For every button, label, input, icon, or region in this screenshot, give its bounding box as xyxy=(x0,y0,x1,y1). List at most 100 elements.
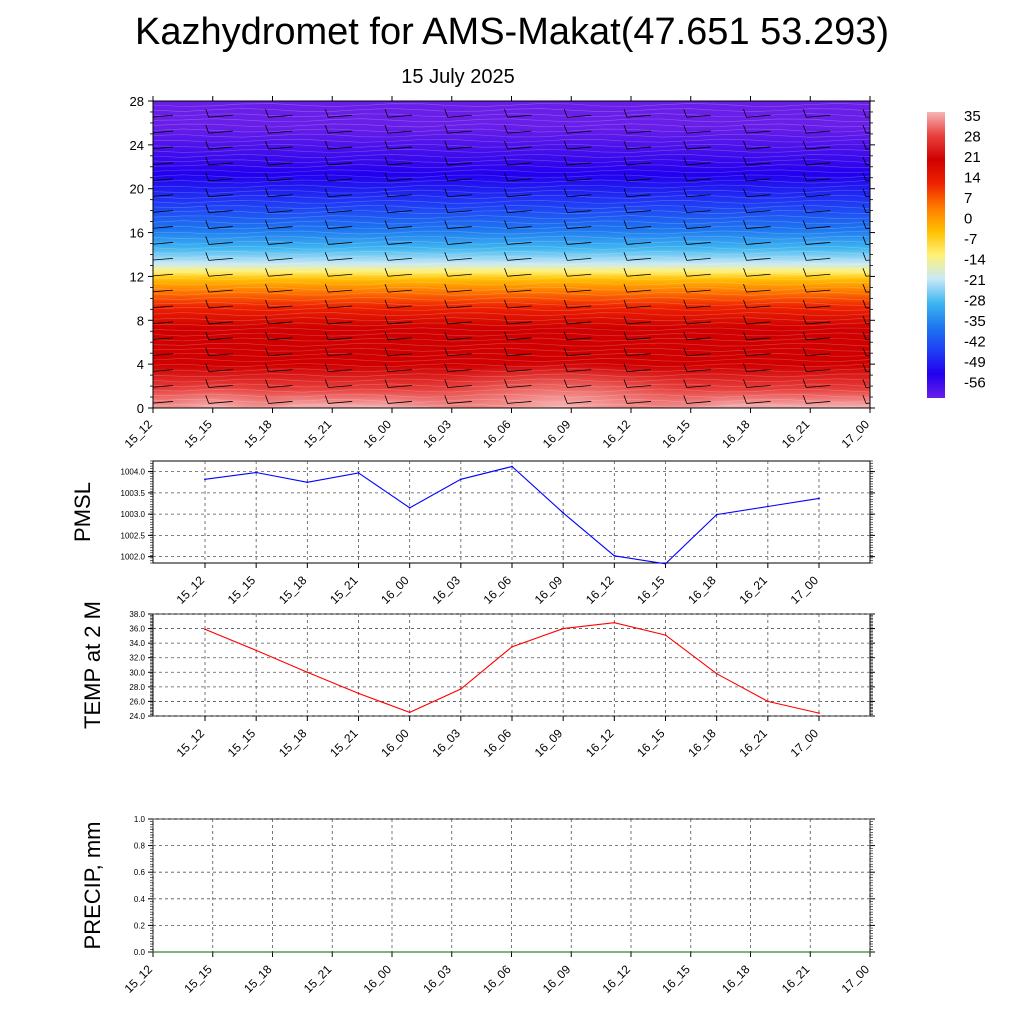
wind-barb xyxy=(205,252,233,261)
wind-barb xyxy=(623,315,652,325)
x-tick-label: 16_21 xyxy=(736,726,770,760)
x-tick-label: 15_18 xyxy=(276,726,310,760)
wind-barb xyxy=(802,395,831,404)
y-tick-label: 1002.0 xyxy=(121,553,146,562)
isotherm-line xyxy=(153,128,870,133)
wind-barb xyxy=(265,204,293,214)
isotherm-line xyxy=(153,373,870,378)
wind-barb xyxy=(563,172,592,182)
wind-barb xyxy=(384,140,413,150)
wind-barb xyxy=(153,369,174,372)
wind-barb xyxy=(444,125,472,134)
wind-barb xyxy=(683,188,711,198)
wind-barb xyxy=(623,268,652,277)
wind-barb xyxy=(563,109,592,118)
wind-barb xyxy=(444,172,472,182)
wind-barb xyxy=(563,188,592,198)
wind-barb xyxy=(265,109,293,118)
wind-barb xyxy=(743,172,771,182)
wind-barb xyxy=(743,331,771,341)
isotherm-line xyxy=(153,108,870,113)
wind-barb xyxy=(743,125,771,134)
wind-barb xyxy=(683,204,711,214)
wind-barb xyxy=(153,162,174,166)
heatmap-y-tick-label: 16 xyxy=(130,226,144,241)
wind-barb xyxy=(862,204,870,214)
wind-barb xyxy=(743,236,771,245)
wind-barb xyxy=(324,109,353,118)
x-tick-label: 15_21 xyxy=(327,726,361,760)
data-point xyxy=(408,711,411,714)
wind-barb xyxy=(623,283,652,293)
wind-barb xyxy=(623,395,652,404)
wind-barb xyxy=(153,146,174,150)
colorbar-bar xyxy=(927,112,945,398)
wind-barb xyxy=(324,252,353,261)
isotherm-line xyxy=(153,403,870,408)
data-point xyxy=(255,471,258,474)
isotherm-line xyxy=(153,220,870,225)
x-tick-label: 16_18 xyxy=(685,573,719,607)
isotherm-line xyxy=(153,393,870,398)
isotherm-line xyxy=(153,189,870,194)
colorbar-label: 28 xyxy=(964,129,981,146)
wind-barb xyxy=(623,204,652,214)
colorbar-label: -56 xyxy=(964,375,986,392)
data-point xyxy=(869,951,871,953)
isotherm-line xyxy=(153,347,870,352)
wind-barb xyxy=(862,347,870,357)
x-tick-label: 15_12 xyxy=(174,573,208,607)
warm-surface-spot xyxy=(390,360,730,408)
y-axis-label: PMSL xyxy=(70,482,95,542)
x-tick-label: 16_18 xyxy=(685,726,719,760)
y-tick-label: 1003.0 xyxy=(121,510,146,519)
wind-barb xyxy=(802,204,831,214)
x-tick-label: 16_00 xyxy=(361,962,395,996)
y-tick-label: 0.4 xyxy=(134,895,146,904)
wind-barb xyxy=(683,172,711,182)
wind-barb xyxy=(384,188,413,198)
wind-barb xyxy=(504,220,532,229)
x-tick-label: 17_00 xyxy=(788,573,822,607)
isotherm-line xyxy=(153,286,870,291)
isotherm-line xyxy=(153,256,870,260)
wind-barb xyxy=(324,204,353,214)
wind-barb xyxy=(683,109,711,118)
wind-barb xyxy=(563,347,592,357)
colorbar-label: -42 xyxy=(964,334,986,351)
heatmap-x-tick-label: 17_00 xyxy=(839,417,873,451)
temperature-height-section: 0 4 8 12 16 20 24 28 15_12 15_15 15_18 15_21 16_00 16… xyxy=(122,94,875,451)
isotherm-line xyxy=(153,118,870,123)
wind-barb xyxy=(862,363,870,373)
data-point xyxy=(152,951,154,953)
wind-barb xyxy=(384,363,413,373)
wind-barb xyxy=(802,299,831,309)
isotherm-line xyxy=(153,225,870,230)
wind-barb xyxy=(504,268,532,277)
data-point xyxy=(255,649,258,652)
y-axis-label: TEMP at 2 M xyxy=(80,601,105,729)
data-point xyxy=(204,478,206,481)
wind-barb xyxy=(444,331,472,341)
wind-barb xyxy=(563,315,592,325)
data-point xyxy=(357,692,360,695)
isotherm-line xyxy=(153,358,870,362)
y-tick-label: 0.0 xyxy=(134,948,146,957)
wind-barb xyxy=(802,140,831,150)
wind-barb xyxy=(504,347,532,357)
isotherm-line xyxy=(153,174,870,179)
x-tick-label: 16_15 xyxy=(634,573,668,607)
wind-barb xyxy=(444,220,472,229)
data-point xyxy=(562,627,565,630)
data-point xyxy=(809,951,812,953)
heatmap-x-tick-label: 15_15 xyxy=(181,417,215,451)
wind-barb xyxy=(444,156,472,166)
isotherm-line xyxy=(153,363,870,368)
data-point xyxy=(613,554,616,557)
wind-barb xyxy=(623,156,652,166)
heatmap-y-tick-label: 20 xyxy=(130,182,144,197)
wind-barb xyxy=(384,268,413,277)
wind-barb xyxy=(683,331,711,341)
wind-barb xyxy=(444,363,472,373)
isotherm-line xyxy=(153,199,870,204)
